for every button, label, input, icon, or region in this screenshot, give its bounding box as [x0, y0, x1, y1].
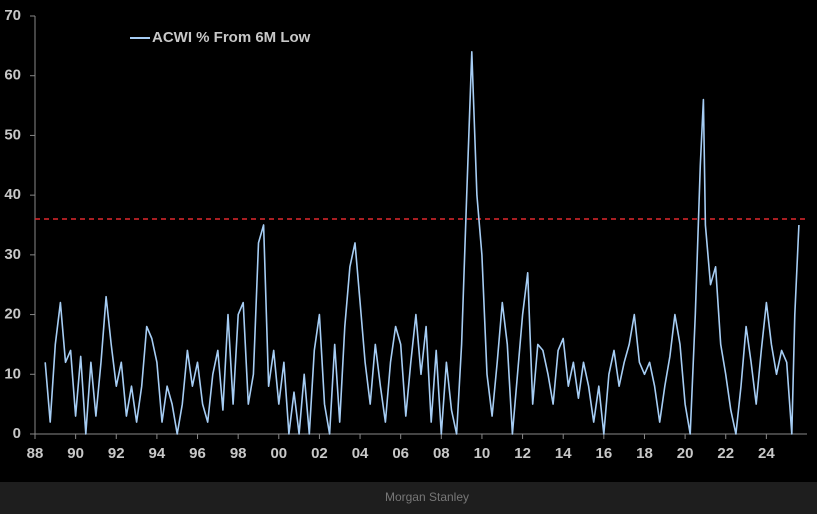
x-tick-label: 04	[352, 445, 369, 462]
x-tick-label: 90	[67, 445, 84, 462]
x-tick-label: 16	[595, 445, 612, 462]
footer-bar	[0, 482, 817, 514]
legend-label: ACWI % From 6M Low	[152, 29, 311, 46]
x-tick-label: 10	[474, 445, 491, 462]
x-tick-label: 14	[555, 445, 572, 462]
y-tick-label: 30	[4, 246, 21, 263]
x-tick-label: 22	[717, 445, 734, 462]
x-tick-label: 18	[636, 445, 653, 462]
y-tick-label: 10	[4, 365, 21, 382]
x-tick-label: 12	[514, 445, 531, 462]
x-tick-label: 00	[270, 445, 287, 462]
x-tick-label: 20	[677, 445, 694, 462]
plot-background	[0, 0, 817, 482]
y-tick-label: 40	[4, 186, 21, 203]
series-line	[44, 51, 800, 435]
y-tick-label: 0	[13, 425, 21, 442]
x-tick-label: 06	[392, 445, 409, 462]
x-tick-label: 96	[189, 445, 206, 462]
y-tick-label: 20	[4, 306, 21, 323]
x-tick-label: 98	[230, 445, 247, 462]
x-tick-label: 08	[433, 445, 450, 462]
x-tick-label: 94	[149, 445, 166, 462]
y-tick-label: 50	[4, 126, 21, 143]
x-tick-label: 24	[758, 445, 775, 462]
x-tick-label: 02	[311, 445, 328, 462]
footer: Morgan Stanley	[385, 490, 469, 504]
x-tick-label: 92	[108, 445, 125, 462]
y-tick-label: 60	[4, 67, 21, 84]
x-tick-label: 88	[27, 445, 44, 462]
y-tick-label: 70	[4, 7, 21, 24]
